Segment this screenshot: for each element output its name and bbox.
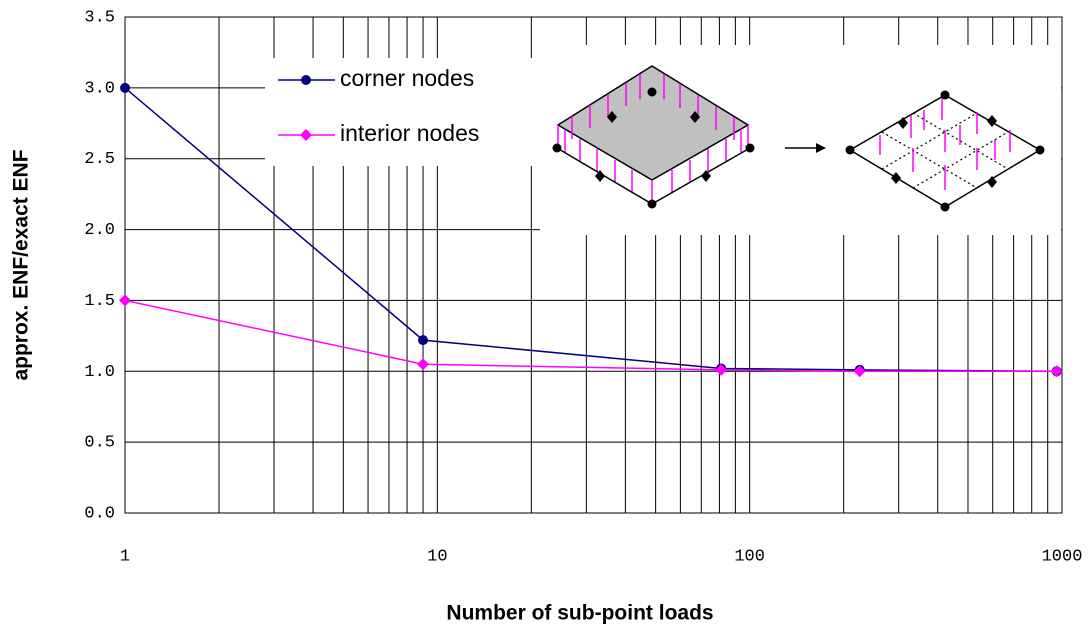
- point: [418, 335, 428, 345]
- y-tick-label: 0.0: [84, 504, 115, 523]
- y-tick-label: 1.0: [84, 363, 115, 382]
- y-tick-label: 2.5: [84, 150, 115, 169]
- x-tick-label: 1: [120, 547, 130, 566]
- point: [1051, 365, 1063, 377]
- x-tick-label: 1000: [1042, 547, 1083, 566]
- y-tick-label: 3.0: [84, 79, 115, 98]
- point: [854, 365, 866, 377]
- point: [715, 364, 727, 376]
- y-tick-label: 2.0: [84, 221, 115, 240]
- point: [119, 294, 131, 306]
- y-axis-title: approx. ENF/exact ENF: [10, 149, 33, 380]
- y-tick-label: 1.5: [84, 292, 115, 311]
- y-tick-label: 0.5: [84, 434, 115, 453]
- legend-label: interior nodes: [340, 120, 479, 146]
- x-tick-label: 100: [734, 547, 765, 566]
- y-tick-label: 3.5: [84, 8, 115, 27]
- chart: Number of sub-point loads approx. ENF/ex…: [0, 0, 1092, 639]
- x-axis-title: Number of sub-point loads: [446, 602, 713, 625]
- x-tick-label: 10: [427, 547, 447, 566]
- point: [417, 358, 429, 370]
- legend-label: corner nodes: [340, 65, 474, 91]
- series-line: [125, 300, 1057, 371]
- legend-marker: [301, 75, 311, 85]
- point: [120, 83, 130, 93]
